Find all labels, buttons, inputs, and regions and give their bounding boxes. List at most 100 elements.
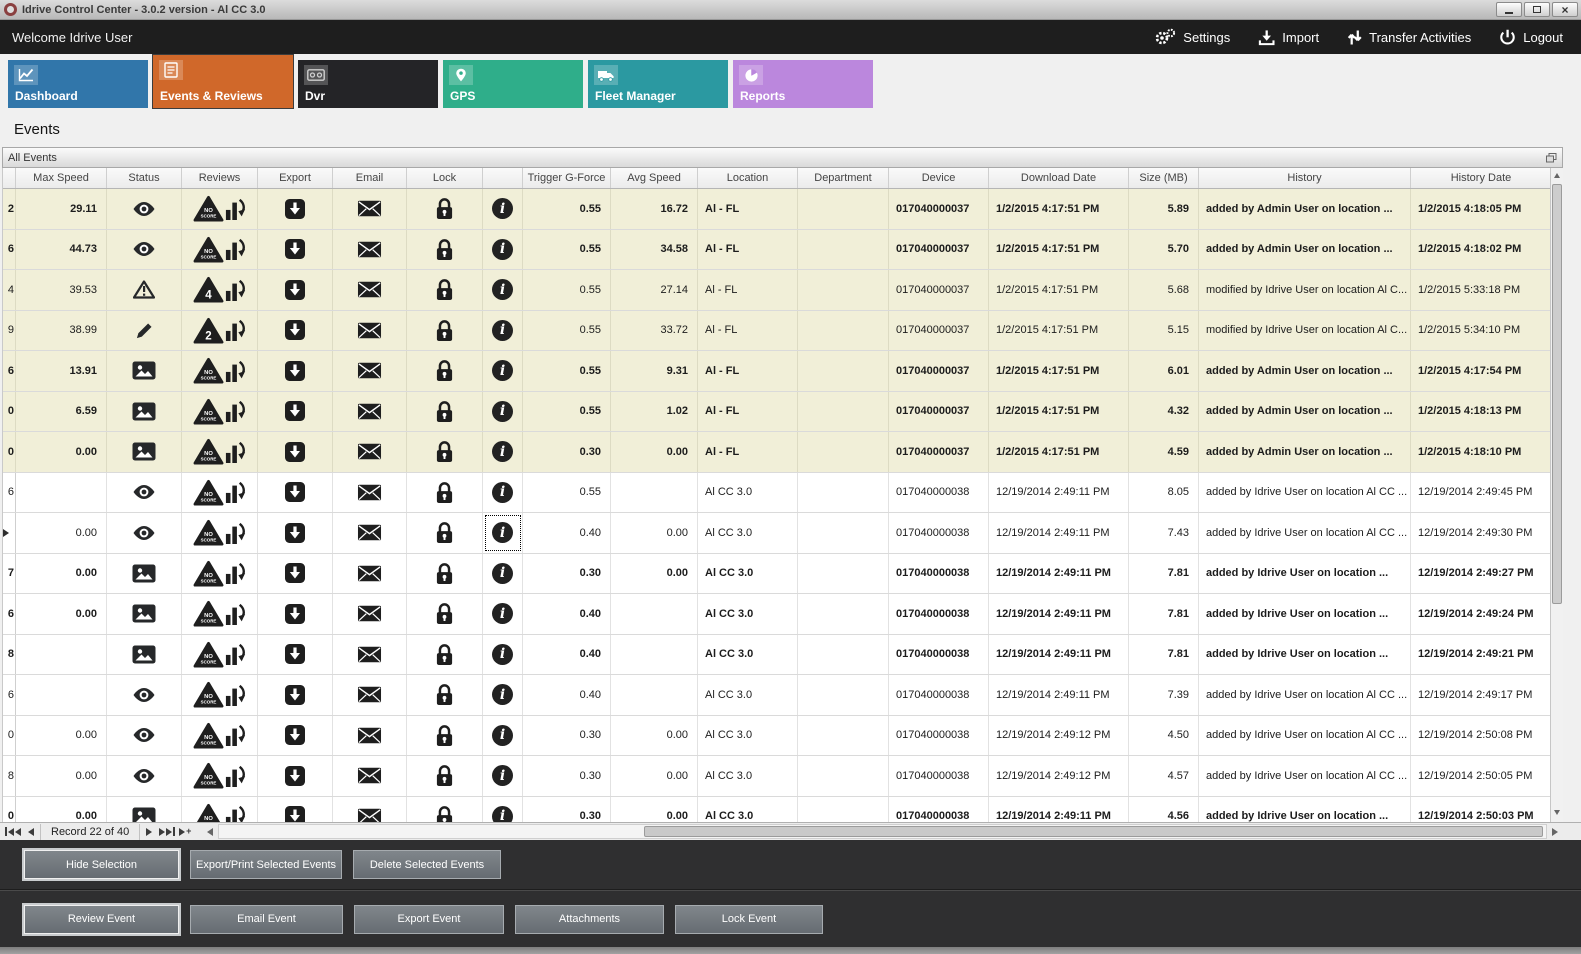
lock-event-cell[interactable] [407,229,483,269]
cell-status[interactable] [107,634,182,674]
cell-location[interactable]: Al - FL [698,229,798,269]
cell-department[interactable] [798,715,889,755]
envelope-icon[interactable] [357,484,382,501]
cell-location[interactable]: Al CC 3.0 [698,594,798,634]
cell-history[interactable]: added by Admin User on location ... [1199,351,1411,391]
email-event-cell[interactable] [333,594,407,634]
cell-device[interactable]: 017040000037 [889,270,989,310]
cell-location[interactable]: Al - FL [698,432,798,472]
cell-status[interactable] [107,472,182,512]
cell-avg-speed[interactable]: 16.72 [611,189,698,229]
cell-avg-speed[interactable]: 0.00 [611,553,698,593]
cell-avg-speed[interactable]: 33.72 [611,310,698,350]
export-download-icon[interactable] [284,400,306,422]
scroll-left-icon[interactable] [202,824,218,840]
cell-status[interactable] [107,432,182,472]
info-icon[interactable] [492,643,513,665]
cell-history[interactable]: modified by Idrive User on location Al C… [1199,310,1411,350]
cell-max-speed[interactable]: 0.00 [16,756,107,796]
envelope-icon[interactable] [357,646,382,663]
cell-department[interactable] [798,472,889,512]
cell-department[interactable] [798,756,889,796]
cell-download-date[interactable]: 1/2/2015 4:17:51 PM [989,270,1129,310]
cell-size[interactable]: 5.89 [1129,189,1199,229]
review-event-button[interactable]: Review Event [24,904,179,934]
scroll-right-icon[interactable] [1547,824,1563,840]
cell-history[interactable]: added by Idrive User on location ... [1199,553,1411,593]
cell-history-date[interactable]: 12/19/2014 2:49:24 PM [1418,607,1534,620]
export-event-cell[interactable] [258,715,333,755]
cell-history[interactable]: added by Idrive User on location Al CC .… [1199,675,1411,715]
event-info-cell[interactable] [483,310,523,350]
table-row[interactable]: 6 44.73 NO SCORE [3,229,1551,270]
cell-avg-speed[interactable] [611,675,698,715]
envelope-icon[interactable] [357,524,382,541]
cell-max-speed[interactable]: 6.59 [16,391,107,431]
tab-gps[interactable]: GPS [443,60,583,108]
event-info-cell[interactable] [483,189,523,229]
lock-icon[interactable] [435,481,454,504]
cell-trigger-gforce[interactable]: 0.40 [523,513,611,553]
cell-size[interactable]: 5.68 [1129,270,1199,310]
export-download-icon[interactable] [284,684,306,706]
lock-icon[interactable] [435,562,454,585]
header-avg-speed[interactable]: Avg Speed [611,168,698,188]
cell-trigger-gforce[interactable]: 0.30 [523,553,611,593]
cell-location[interactable]: Al - FL [698,189,798,229]
info-icon[interactable] [492,441,513,463]
cell-history[interactable]: added by Admin User on location ... [1199,432,1411,472]
settings-button[interactable]: Settings [1154,28,1230,46]
header-download-date[interactable]: Download Date [989,168,1129,188]
cell-size[interactable]: 6.01 [1129,351,1199,391]
row-indicator-cell[interactable]: 0 [3,432,16,472]
envelope-icon[interactable] [357,605,382,622]
export-event-cell[interactable] [258,675,333,715]
maximize-button[interactable] [1524,2,1550,17]
cell-history[interactable]: added by Idrive User on location Al CC .… [1199,513,1411,553]
header-reviews[interactable]: Reviews [182,168,258,188]
table-row[interactable]: 8 0.00 NO SCORE [3,756,1551,797]
cell-department[interactable] [798,270,889,310]
delete-selected-button[interactable]: Delete Selected Events [353,850,501,879]
cell-max-speed[interactable]: 44.73 [16,229,107,269]
header-max-speed[interactable]: Max Speed [16,168,107,188]
table-row[interactable]: 0 6.59 NO SCORE [3,391,1551,432]
export-download-icon[interactable] [284,360,306,382]
lock-icon[interactable] [435,643,454,666]
cell-status[interactable] [107,229,182,269]
cell-status[interactable] [107,796,182,822]
cell-history[interactable]: added by Admin User on location ... [1199,189,1411,229]
cell-size[interactable]: 7.81 [1129,594,1199,634]
email-event-cell[interactable] [333,270,407,310]
cell-history-date[interactable]: 1/2/2015 5:34:10 PM [1418,324,1521,337]
cell-size[interactable]: 7.43 [1129,513,1199,553]
table-row[interactable]: 6 NO SCORE [3,472,1551,513]
cell-status[interactable] [107,189,182,229]
cell-max-speed[interactable]: 39.53 [16,270,107,310]
cell-download-date[interactable]: 1/2/2015 4:17:51 PM [989,391,1129,431]
cell-max-speed[interactable]: 0.00 [16,594,107,634]
export-event-cell[interactable] [258,270,333,310]
cell-trigger-gforce[interactable]: 0.55 [523,270,611,310]
lock-event-cell[interactable] [407,189,483,229]
cell-trigger-gforce[interactable]: 0.55 [523,472,611,512]
cell-history-date[interactable]: 12/19/2014 2:49:21 PM [1418,648,1534,661]
lock-event-cell[interactable] [407,756,483,796]
cell-trigger-gforce[interactable]: 0.55 [523,229,611,269]
cell-location[interactable]: Al - FL [698,351,798,391]
export-download-icon[interactable] [284,724,306,746]
event-info-cell[interactable] [483,715,523,755]
transfer-activities-button[interactable]: Transfer Activities [1347,29,1471,46]
header-history-date[interactable]: History Date [1450,172,1512,184]
cell-status[interactable] [107,715,182,755]
cell-history-date[interactable]: 12/19/2014 2:49:27 PM [1418,567,1534,580]
cell-avg-speed[interactable] [611,472,698,512]
cell-device[interactable]: 017040000037 [889,351,989,391]
cell-location[interactable]: Al CC 3.0 [698,513,798,553]
cell-history[interactable]: modified by Idrive User on location Al C… [1199,270,1411,310]
